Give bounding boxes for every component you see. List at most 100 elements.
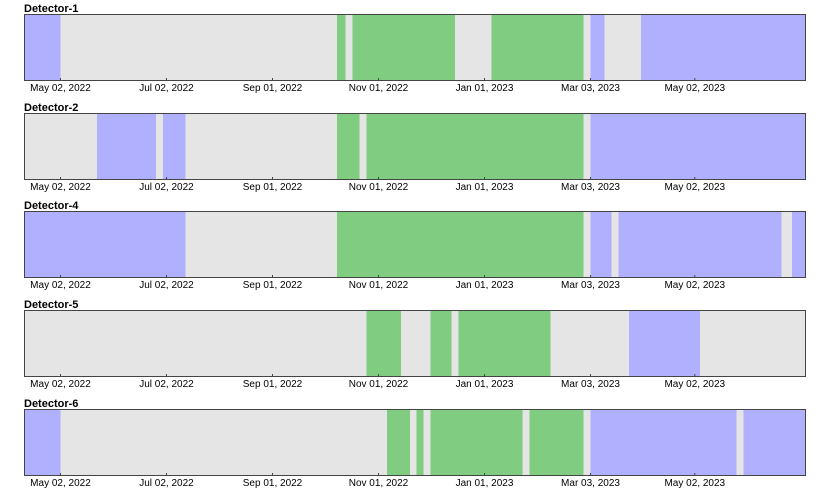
timeline-segment: [387, 409, 410, 476]
timeline-segment: [336, 113, 360, 180]
panel-frame: [24, 409, 806, 476]
x-tick-label: Mar 03, 2023: [561, 379, 620, 390]
timeline-segment: [590, 409, 737, 476]
timeline-segment: [345, 14, 353, 81]
x-tick-label: Jan 01, 2023: [456, 83, 514, 94]
timeline-segment: [522, 409, 530, 476]
timeline-segment: [366, 113, 584, 180]
timeline-segment: [359, 113, 367, 180]
timeline-segment: [24, 409, 61, 476]
x-tick-label: May 02, 2023: [664, 182, 725, 193]
timeline-segment: [430, 409, 523, 476]
x-tick-label: May 02, 2023: [664, 478, 725, 489]
x-tick-label: Nov 01, 2022: [349, 379, 409, 390]
x-tick-label: Sep 01, 2022: [243, 83, 303, 94]
timeline-segment: [781, 211, 793, 278]
timeline-segment: [458, 310, 551, 377]
panel-title: Detector-1: [24, 3, 78, 15]
detector-panel: Detector-5 May 02, 2022 Jul 02, 2022 Sep 01…: [24, 299, 806, 390]
timeline-segment: [583, 113, 591, 180]
timeline-segment: [366, 310, 402, 377]
timeline-segment: [491, 14, 584, 81]
timeline-segment: [185, 113, 337, 180]
timeline-segment: [529, 409, 584, 476]
panel-title: Detector-5: [24, 299, 78, 311]
x-tick-label: Jan 01, 2023: [456, 379, 514, 390]
timeline-segment: [736, 409, 744, 476]
x-tick-label: May 02, 2022: [30, 83, 91, 94]
x-tick-label: Nov 01, 2022: [349, 182, 409, 193]
timeline-segment: [628, 310, 700, 377]
x-tick-label: Sep 01, 2022: [243, 280, 303, 291]
timeline-segment: [583, 211, 591, 278]
detector-panel: Detector-2 May 02, 2022 Jul 02, 2022 Sep 01…: [24, 102, 806, 193]
timeline-segment: [352, 14, 455, 81]
x-tick-label: Sep 01, 2022: [243, 182, 303, 193]
x-tick-label: May 02, 2022: [30, 280, 91, 291]
x-tick-label: Mar 03, 2023: [561, 83, 620, 94]
timeline-segment: [640, 14, 806, 81]
panel-title: Detector-2: [24, 102, 78, 114]
x-tick-label: Jul 02, 2022: [139, 280, 194, 291]
timeline-segment: [618, 211, 782, 278]
panel-frame: [24, 113, 806, 180]
timeline-segment: [611, 211, 619, 278]
x-tick-label: Nov 01, 2022: [349, 478, 409, 489]
timeline-segment: [451, 310, 459, 377]
x-tick-label: Jan 01, 2023: [456, 182, 514, 193]
timeline-segment: [156, 113, 164, 180]
timeline-segment: [185, 211, 337, 278]
x-tick-label: May 02, 2023: [664, 83, 725, 94]
x-tick-label: Mar 03, 2023: [561, 478, 620, 489]
x-tick-label: Jul 02, 2022: [139, 83, 194, 94]
timeline-segment: [60, 14, 337, 81]
x-tick-label: Sep 01, 2022: [243, 379, 303, 390]
timeline-segment: [792, 211, 806, 278]
timeline-segment: [454, 14, 492, 81]
timeline-segment: [163, 113, 186, 180]
timeline-segment: [336, 14, 346, 81]
x-tick-label: Sep 01, 2022: [243, 478, 303, 489]
x-tick-label: May 02, 2022: [30, 182, 91, 193]
panel-title: Detector-4: [24, 200, 79, 212]
timeline-segment: [336, 211, 584, 278]
timeline-segment: [401, 310, 431, 377]
panel-frame: [24, 310, 806, 377]
panel-title: Detector-6: [24, 398, 78, 410]
x-tick-label: Jan 01, 2023: [456, 478, 514, 489]
timeline-segment: [743, 409, 806, 476]
x-tick-label: Jul 02, 2022: [139, 478, 194, 489]
timeline-segment: [24, 310, 367, 377]
x-tick-label: Nov 01, 2022: [349, 83, 409, 94]
panel-frame: [24, 211, 806, 278]
timeline-segment: [590, 14, 605, 81]
x-tick-label: Jul 02, 2022: [139, 182, 194, 193]
detector-panel: Detector-4 May 02, 2022 Jul 02, 2022 Sep 01…: [24, 200, 806, 291]
timeline-segment: [416, 409, 424, 476]
x-tick-label: May 02, 2023: [664, 280, 725, 291]
x-tick-label: Mar 03, 2023: [561, 182, 620, 193]
timeline-segment: [409, 409, 417, 476]
timeline-segment: [24, 113, 97, 180]
panel-frame: [24, 14, 806, 81]
detector-panel: Detector-1 May 02, 2022 Jul 02, 2022 Sep 01…: [24, 3, 806, 94]
timeline-segment: [24, 211, 186, 278]
timeline-segment: [590, 113, 806, 180]
x-tick-label: Jan 01, 2023: [456, 280, 514, 291]
timeline-segment: [96, 113, 157, 180]
timeline-segment: [423, 409, 431, 476]
timeline-segment: [583, 14, 591, 81]
timeline-segment: [24, 14, 61, 81]
timeline-segment: [604, 14, 641, 81]
timeline-segment: [550, 310, 629, 377]
timeline-segment: [700, 310, 806, 377]
detector-panel: Detector-6 May 02, 2022 Jul 02, 2022 Sep 01…: [24, 398, 806, 489]
timeline-segment: [590, 211, 612, 278]
timeline-segment: [60, 409, 388, 476]
x-tick-label: May 02, 2022: [30, 478, 91, 489]
timeline-segment: [583, 409, 591, 476]
timeline-segment: [430, 310, 452, 377]
x-tick-label: Jul 02, 2022: [139, 379, 194, 390]
